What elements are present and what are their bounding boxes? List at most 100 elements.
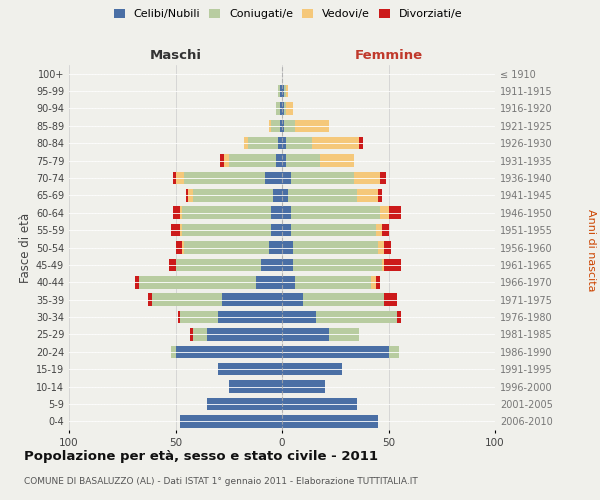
Bar bbox=[304, 294, 384, 306]
Legend: Celibi/Nubili, Coniugati/e, Vedovi/e, Divorziati/e: Celibi/Nubili, Coniugati/e, Vedovi/e, Di… bbox=[110, 6, 466, 22]
Bar bbox=[280, 120, 282, 132]
Bar bbox=[184, 241, 269, 254]
Bar bbox=[220, 154, 224, 167]
Bar bbox=[290, 224, 376, 236]
Text: Popolazione per età, sesso e stato civile - 2011: Popolazione per età, sesso e stato civil… bbox=[24, 450, 378, 463]
Bar bbox=[282, 241, 293, 254]
Bar bbox=[193, 189, 274, 202]
Bar bbox=[376, 276, 380, 288]
Bar bbox=[275, 102, 280, 115]
Bar bbox=[282, 363, 341, 376]
Bar bbox=[275, 154, 282, 167]
Bar bbox=[248, 137, 278, 149]
Bar bbox=[278, 137, 282, 149]
Bar bbox=[282, 398, 356, 410]
Bar bbox=[282, 294, 304, 306]
Bar bbox=[176, 346, 282, 358]
Bar bbox=[182, 206, 271, 219]
Bar bbox=[260, 258, 282, 271]
Bar bbox=[188, 189, 193, 202]
Bar bbox=[282, 276, 295, 288]
Bar bbox=[282, 328, 329, 340]
Bar bbox=[282, 415, 378, 428]
Bar bbox=[171, 224, 180, 236]
Bar bbox=[384, 294, 397, 306]
Bar bbox=[278, 85, 280, 98]
Bar bbox=[152, 294, 223, 306]
Bar bbox=[378, 241, 384, 254]
Bar bbox=[229, 154, 275, 167]
Bar bbox=[182, 241, 184, 254]
Bar bbox=[271, 224, 282, 236]
Bar bbox=[329, 328, 359, 340]
Bar bbox=[289, 189, 356, 202]
Bar bbox=[380, 172, 386, 184]
Bar bbox=[378, 189, 382, 202]
Bar bbox=[269, 241, 282, 254]
Bar bbox=[180, 224, 182, 236]
Bar bbox=[293, 241, 378, 254]
Bar bbox=[224, 154, 229, 167]
Bar bbox=[397, 311, 401, 324]
Bar bbox=[218, 363, 282, 376]
Bar bbox=[282, 206, 290, 219]
Bar bbox=[269, 120, 271, 132]
Bar bbox=[380, 206, 389, 219]
Bar bbox=[180, 415, 282, 428]
Bar bbox=[284, 85, 286, 98]
Bar bbox=[382, 224, 389, 236]
Bar bbox=[190, 328, 193, 340]
Bar bbox=[265, 172, 282, 184]
Bar bbox=[355, 172, 380, 184]
Bar bbox=[178, 311, 180, 324]
Bar bbox=[359, 137, 363, 149]
Bar bbox=[182, 224, 271, 236]
Bar bbox=[389, 206, 401, 219]
Bar bbox=[286, 154, 320, 167]
Bar bbox=[274, 189, 282, 202]
Bar bbox=[284, 120, 295, 132]
Bar bbox=[382, 258, 384, 271]
Text: Anni di nascita: Anni di nascita bbox=[586, 209, 596, 291]
Y-axis label: Fasce di età: Fasce di età bbox=[19, 212, 32, 282]
Bar bbox=[282, 85, 284, 98]
Bar bbox=[282, 102, 284, 115]
Bar bbox=[208, 328, 282, 340]
Bar bbox=[290, 172, 355, 184]
Bar bbox=[184, 172, 265, 184]
Bar bbox=[186, 189, 188, 202]
Bar bbox=[148, 294, 152, 306]
Text: COMUNE DI BASALUZZO (AL) - Dati ISTAT 1° gennaio 2011 - Elaborazione TUTTITALIA.: COMUNE DI BASALUZZO (AL) - Dati ISTAT 1°… bbox=[24, 478, 418, 486]
Bar bbox=[282, 258, 293, 271]
Bar bbox=[286, 137, 312, 149]
Bar bbox=[389, 346, 399, 358]
Bar bbox=[271, 120, 280, 132]
Bar bbox=[244, 137, 248, 149]
Bar bbox=[208, 398, 282, 410]
Bar bbox=[280, 102, 282, 115]
Bar bbox=[173, 206, 180, 219]
Bar bbox=[176, 241, 182, 254]
Bar bbox=[286, 85, 289, 98]
Bar bbox=[312, 137, 359, 149]
Bar bbox=[180, 206, 182, 219]
Bar bbox=[316, 311, 397, 324]
Bar bbox=[384, 258, 401, 271]
Bar bbox=[295, 276, 371, 288]
Bar bbox=[193, 328, 208, 340]
Bar bbox=[218, 311, 282, 324]
Bar bbox=[384, 241, 391, 254]
Bar bbox=[286, 102, 293, 115]
Bar bbox=[280, 85, 282, 98]
Bar bbox=[282, 189, 289, 202]
Bar bbox=[229, 380, 282, 393]
Bar bbox=[171, 346, 176, 358]
Bar bbox=[282, 380, 325, 393]
Bar bbox=[371, 276, 376, 288]
Bar bbox=[271, 206, 282, 219]
Bar bbox=[282, 172, 290, 184]
Bar bbox=[282, 311, 316, 324]
Bar bbox=[135, 276, 139, 288]
Bar bbox=[256, 276, 282, 288]
Bar bbox=[282, 346, 389, 358]
